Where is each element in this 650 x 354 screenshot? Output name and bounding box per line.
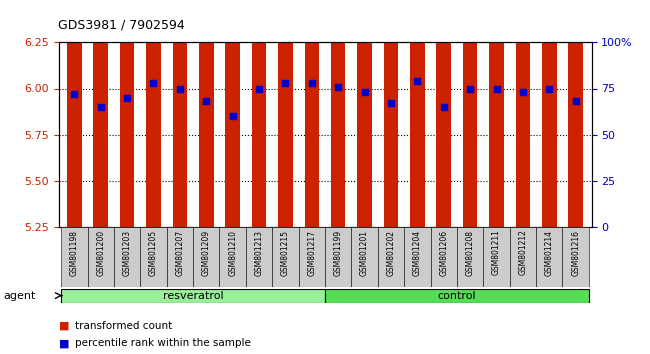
Text: GSM801199: GSM801199 bbox=[333, 230, 343, 276]
Bar bbox=[61, 227, 88, 287]
Bar bbox=[166, 227, 193, 287]
Bar bbox=[463, 0, 477, 227]
Point bbox=[385, 101, 396, 106]
Bar bbox=[67, 0, 82, 227]
Bar bbox=[220, 227, 246, 287]
Bar bbox=[384, 0, 398, 227]
Bar bbox=[173, 0, 187, 227]
Text: GSM801202: GSM801202 bbox=[387, 230, 395, 275]
Point bbox=[412, 78, 423, 84]
Bar bbox=[542, 0, 556, 227]
Bar bbox=[568, 0, 583, 227]
Point bbox=[307, 80, 317, 86]
Text: GSM801206: GSM801206 bbox=[439, 230, 448, 276]
Bar bbox=[252, 0, 266, 227]
Text: percentile rank within the sample: percentile rank within the sample bbox=[75, 338, 251, 348]
Text: GSM801216: GSM801216 bbox=[571, 230, 580, 275]
Text: GSM801205: GSM801205 bbox=[149, 230, 158, 276]
Point bbox=[201, 98, 211, 104]
Bar bbox=[199, 0, 213, 227]
Point bbox=[96, 104, 106, 110]
Bar bbox=[352, 227, 378, 287]
Text: GSM801201: GSM801201 bbox=[360, 230, 369, 275]
Bar bbox=[358, 0, 372, 227]
Bar bbox=[88, 227, 114, 287]
Bar bbox=[140, 227, 166, 287]
Text: GSM801198: GSM801198 bbox=[70, 230, 79, 275]
Bar bbox=[489, 0, 504, 227]
Text: GDS3981 / 7902594: GDS3981 / 7902594 bbox=[58, 19, 185, 32]
Bar bbox=[331, 0, 345, 227]
Text: GSM801215: GSM801215 bbox=[281, 230, 290, 275]
Bar bbox=[120, 0, 135, 227]
Text: GSM801200: GSM801200 bbox=[96, 230, 105, 276]
Text: GSM801213: GSM801213 bbox=[255, 230, 263, 275]
Point bbox=[359, 89, 370, 95]
Bar bbox=[298, 227, 325, 287]
Bar bbox=[146, 0, 161, 227]
Point bbox=[227, 113, 238, 119]
Point bbox=[571, 98, 581, 104]
Bar bbox=[562, 227, 589, 287]
Bar bbox=[246, 227, 272, 287]
Text: GSM801210: GSM801210 bbox=[228, 230, 237, 275]
Text: agent: agent bbox=[3, 291, 36, 301]
Bar bbox=[378, 227, 404, 287]
Bar bbox=[305, 0, 319, 227]
Bar bbox=[515, 0, 530, 227]
Text: GSM801217: GSM801217 bbox=[307, 230, 317, 275]
Text: GSM801209: GSM801209 bbox=[202, 230, 211, 276]
Bar bbox=[272, 227, 298, 287]
Text: GSM801211: GSM801211 bbox=[492, 230, 501, 275]
Bar bbox=[484, 227, 510, 287]
Point bbox=[544, 86, 554, 91]
Text: control: control bbox=[437, 291, 476, 301]
Text: GSM801212: GSM801212 bbox=[519, 230, 527, 275]
Text: ■: ■ bbox=[58, 321, 69, 331]
Point bbox=[517, 89, 528, 95]
Bar bbox=[61, 289, 325, 303]
Text: GSM801204: GSM801204 bbox=[413, 230, 422, 276]
Bar bbox=[325, 227, 352, 287]
Text: GSM801207: GSM801207 bbox=[176, 230, 185, 276]
Bar bbox=[114, 227, 140, 287]
Text: GSM801214: GSM801214 bbox=[545, 230, 554, 275]
Point bbox=[148, 80, 159, 86]
Bar bbox=[457, 227, 484, 287]
Bar bbox=[410, 0, 424, 227]
Bar bbox=[325, 289, 589, 303]
Bar bbox=[278, 0, 292, 227]
Text: resveratrol: resveratrol bbox=[162, 291, 224, 301]
Bar bbox=[404, 227, 430, 287]
Text: GSM801203: GSM801203 bbox=[123, 230, 131, 276]
Bar bbox=[430, 227, 457, 287]
Point bbox=[333, 84, 343, 90]
Point bbox=[175, 86, 185, 91]
Bar bbox=[226, 0, 240, 227]
Point bbox=[465, 86, 475, 91]
Point bbox=[69, 91, 79, 97]
Bar bbox=[437, 0, 451, 227]
Point bbox=[280, 80, 291, 86]
Bar bbox=[510, 227, 536, 287]
Point bbox=[439, 104, 449, 110]
Bar bbox=[536, 227, 562, 287]
Text: GSM801208: GSM801208 bbox=[465, 230, 474, 275]
Text: ■: ■ bbox=[58, 338, 69, 348]
Bar bbox=[193, 227, 220, 287]
Point bbox=[491, 86, 502, 91]
Text: transformed count: transformed count bbox=[75, 321, 172, 331]
Bar bbox=[94, 0, 108, 227]
Point bbox=[122, 95, 133, 101]
Point bbox=[254, 86, 265, 91]
